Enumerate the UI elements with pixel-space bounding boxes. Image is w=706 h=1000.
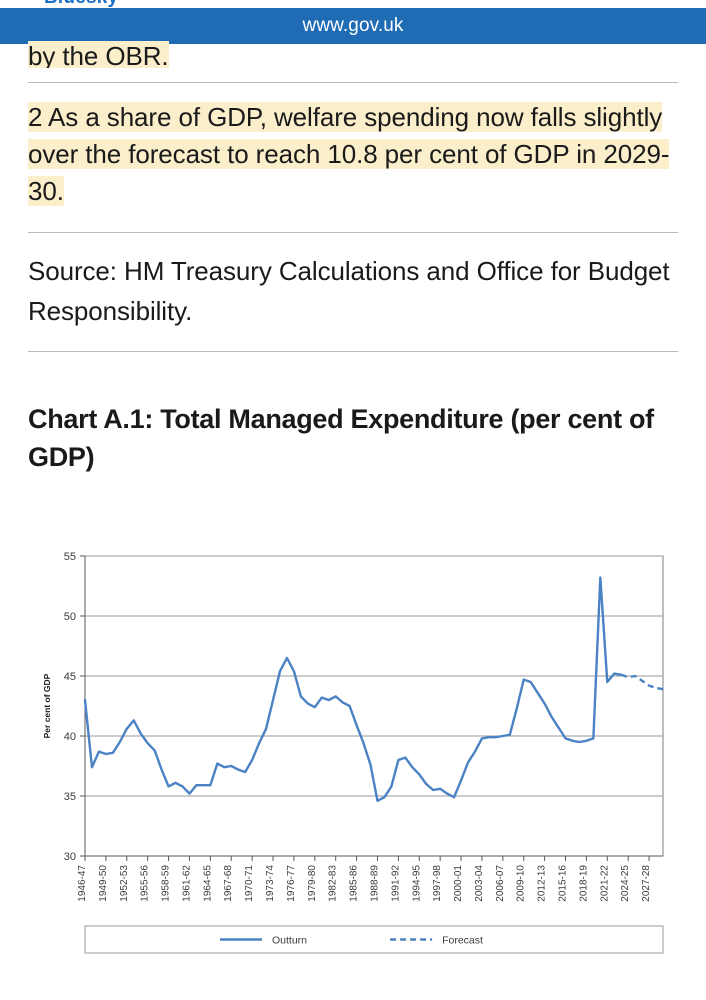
xtick-label: 1964-65 (202, 865, 213, 902)
xtick-label: 2003-04 (474, 865, 485, 902)
clipped-app-title: Bluesky (44, 0, 118, 8)
xtick-label: 1970-71 (244, 865, 255, 902)
ytick-label: 40 (64, 731, 76, 743)
chart-title: Chart A.1: Total Managed Expenditure (pe… (28, 404, 654, 472)
xtick-label: 1988-89 (369, 865, 380, 902)
chart-figure: 30 35 40 45 50 55 Per cent of GDP 1946-47 1949-5… (0, 540, 706, 970)
legend-label-outturn: Outturn (272, 935, 307, 947)
source-note: Source: HM Treasury Calculations and Off… (28, 256, 670, 326)
xtick-label: 2024-25 (620, 865, 631, 902)
xtick-label: 1946-47 (77, 865, 88, 902)
xtick-label: 1967-68 (223, 865, 234, 902)
legend-box (84, 925, 664, 954)
xtick-label: 2009-10 (516, 865, 527, 902)
xtick-label: 2006-07 (495, 865, 506, 902)
ytick-label: 35 (64, 791, 76, 803)
document-content: by the OBR. 2 As a share of GDP, welfare… (0, 41, 706, 476)
plot-area (84, 555, 664, 857)
xtick-label: 1985-86 (349, 865, 360, 902)
url-text: www.gov.uk (302, 15, 404, 36)
xtick-label: 2018-19 (578, 865, 589, 902)
ytick-label: 55 (64, 551, 76, 563)
y-axis-title: Per cent of GDP (42, 673, 52, 738)
xtick-label: 1982-83 (328, 865, 339, 902)
ytick-label: 50 (64, 611, 76, 623)
xtick-label: 1949-50 (98, 865, 109, 902)
legend-label-forecast: Forecast (442, 935, 483, 947)
xtick-label: 1973-74 (265, 865, 276, 902)
clipped-paragraph: by the OBR. (0, 38, 706, 68)
divider-1 (28, 82, 678, 83)
xtick-label: 2000-01 (453, 865, 464, 902)
xtick-label: 1997-98 (432, 865, 443, 902)
xtick-label: 1994-95 (411, 865, 422, 902)
chart-svg: 30 35 40 45 50 55 Per cent of GDP 1946-47 1949-5… (42, 551, 664, 954)
series-line-outturn (83, 576, 623, 802)
ytick-label: 45 (64, 671, 76, 683)
xtick-label: 1991-92 (390, 865, 401, 902)
xtick-label: 2021-22 (599, 865, 610, 902)
xtick-label: 1952-53 (119, 865, 130, 902)
xtick-label: 1955-56 (140, 865, 151, 902)
xtick-label: 1976-77 (286, 865, 297, 902)
paragraph-2-text: 2 As a share of GDP, welfare spending no… (28, 102, 670, 206)
xtick-label: 2015-16 (558, 865, 569, 902)
xtick-label: 1979-80 (307, 865, 318, 902)
ytick-label: 30 (64, 851, 76, 863)
clipped-paragraph-text: by the OBR. (28, 41, 169, 68)
xtick-label: 2012-13 (537, 865, 548, 902)
browser-url-bar[interactable]: www.gov.uk (0, 8, 706, 44)
xtick-label: 1958-59 (161, 865, 172, 902)
xtick-label: 1961-62 (181, 865, 192, 902)
clipped-app-header: Bluesky (0, 0, 706, 8)
divider-2 (28, 232, 678, 233)
xtick-label: 2027-28 (641, 865, 652, 902)
divider-3 (28, 351, 678, 352)
paragraph-2: 2 As a share of GDP, welfare spending no… (0, 83, 706, 210)
